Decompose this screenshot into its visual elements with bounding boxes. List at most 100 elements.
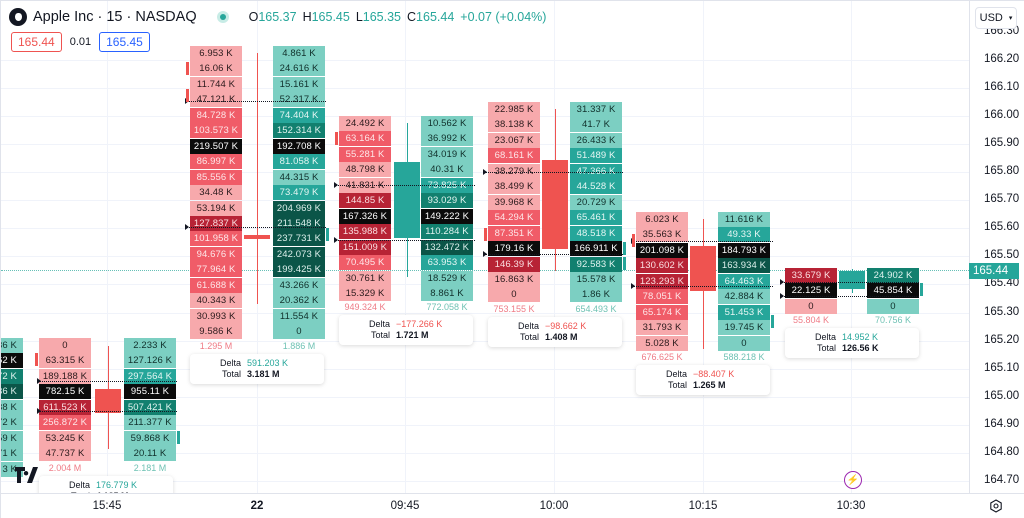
buy-volume-cell-partial: 72 K [1, 368, 23, 384]
value-area-line [336, 185, 475, 186]
candle-body[interactable] [839, 271, 865, 289]
candle-body[interactable] [690, 246, 716, 291]
chart-pane[interactable]: Apple Inc · 15 · NASDAQ O165.37 H165.45 … [1, 1, 969, 493]
sell-imbalance-marker [484, 228, 487, 241]
sell-volume-cell: 6.023 K [636, 212, 688, 227]
candle-body[interactable] [244, 235, 270, 239]
candle-body[interactable] [394, 162, 420, 238]
buy-imbalance-marker [623, 242, 626, 255]
grid-line [851, 1, 852, 493]
buy-volume-cell: 0 [718, 335, 770, 351]
buy-volume-cell: 74.404 K [273, 107, 325, 123]
sell-total: 2.004 M [48, 462, 82, 473]
price-tick: 165.40 [984, 277, 1020, 290]
delta-summary: Delta −98.662 K Total 1.408 M [488, 316, 622, 347]
buy-volume-cell: 149.222 K [421, 208, 473, 224]
buy-price-button[interactable]: 165.45 [99, 32, 150, 52]
open-label: O [248, 10, 259, 24]
value-area-line [633, 286, 773, 287]
tradingview-logo-icon[interactable] [15, 467, 41, 488]
buy-volume-cell: 42.884 K [718, 289, 770, 305]
price-tick: 165.20 [984, 333, 1020, 346]
grid-line [1, 116, 969, 118]
buy-imbalance-marker [771, 315, 774, 328]
time-label: 10:00 [539, 500, 569, 512]
buy-volume-cell: 52.317 K [273, 92, 325, 108]
value-area-line [485, 172, 623, 173]
buy-volume-cell: 166.911 K [570, 241, 622, 257]
buy-volume-cell: 31.337 K [570, 102, 622, 117]
delta-summary: Delta 176.779 K Total 4.185 M [39, 475, 173, 493]
currency-dropdown[interactable]: USD ▾ [975, 7, 1017, 29]
sell-volume-cell: 22.985 K [488, 102, 540, 117]
value-area-marker-icon [334, 182, 338, 188]
time-label: 22 [250, 500, 264, 512]
ohlc-values: O165.37 H165.45 L165.35 C165.44 +0.07 (+… [249, 10, 547, 24]
sell-price-button[interactable]: 165.44 [11, 32, 62, 52]
low-label: L [355, 10, 363, 24]
sell-volume-cell: 144.85 K [339, 193, 391, 209]
price-tick: 165.60 [984, 221, 1020, 234]
buy-imbalance-marker [920, 283, 923, 296]
delta-summary: Delta 14.952 K Total 126.56 K [785, 328, 919, 359]
price-tick: 165.30 [984, 305, 1020, 318]
currency-label: USD [979, 12, 1003, 24]
price-tick: 166.20 [984, 53, 1020, 66]
value-area-marker-icon [185, 224, 189, 230]
grid-line [1, 144, 969, 146]
sell-volume-cell: 6.953 K [190, 46, 242, 61]
time-label: 10:30 [836, 500, 866, 512]
buy-volume-cell: 44.315 K [273, 169, 325, 185]
sell-volume-cell: 87.351 K [488, 225, 540, 241]
price-tick: 165.10 [984, 361, 1020, 374]
price-tick: 165.70 [984, 193, 1020, 206]
value-area-line [782, 282, 919, 283]
sell-volume-cell: 61.688 K [190, 277, 242, 293]
delta-summary: Delta −177.266 K Total 1.721 M [339, 315, 473, 346]
buy-volume-cell: 51.453 K [718, 304, 770, 320]
value-area-marker-icon [780, 279, 784, 285]
buy-volume-cell: 15.161 K [273, 76, 325, 92]
sell-imbalance-marker [335, 132, 338, 145]
sell-volume-cell: 65.174 K [636, 304, 688, 320]
delta-value: −88.407 K [693, 369, 735, 380]
sell-volume-cell: 16.863 K [488, 271, 540, 287]
value-area-marker-icon [631, 283, 635, 289]
buy-volume-cell: 184.793 K [718, 242, 770, 258]
sell-volume-cell: 782.15 K [39, 384, 91, 400]
sell-volume-cell: 0 [785, 298, 837, 314]
grid-line [1, 200, 969, 202]
market-open-status-icon[interactable] [216, 11, 229, 23]
sell-volume-cell: 127.837 K [190, 215, 242, 231]
lightning-event-icon[interactable]: ⚡ [844, 471, 862, 489]
price-axis[interactable]: 166.30 166.20 166.10 166.00 165.90 165.80 165.… [969, 1, 1024, 493]
sell-volume-cell: 189.188 K [39, 368, 91, 384]
sell-volume-cell: 0 [488, 287, 540, 303]
buy-volume-cell: 2.233 K [124, 338, 176, 353]
candle-body[interactable] [95, 389, 121, 413]
settings-gear-icon[interactable] [989, 499, 1003, 513]
sell-imbalance-marker [632, 234, 635, 247]
total-value: 1.408 M [545, 331, 578, 342]
total-label: Total [370, 330, 390, 341]
delta-label: Delta [517, 320, 539, 331]
buy-volume-cell: 20.11 K [124, 446, 176, 462]
trade-buttons: 165.44 0.01 165.45 [11, 32, 150, 52]
sell-total: 55.804 K [792, 315, 830, 326]
candle-body[interactable] [542, 160, 568, 249]
symbol-title[interactable]: Apple Inc · 15 · NASDAQ [33, 9, 197, 25]
last-price-line [1, 270, 969, 271]
buy-volume-cell: 20.729 K [570, 194, 622, 210]
sell-volume-cell: 94.676 K [190, 246, 242, 262]
total-value: 1.265 M [693, 380, 726, 391]
sell-volume-cell: 39.968 K [488, 194, 540, 210]
grid-line [1, 284, 969, 286]
price-tick: 166.00 [984, 109, 1020, 122]
symbol-legend: Apple Inc · 15 · NASDAQ O165.37 H165.45 … [9, 8, 546, 26]
time-axis[interactable]: 15:45 22 09:45 10:00 10:15 10:30 [1, 493, 1024, 518]
sell-imbalance-marker [186, 89, 189, 102]
grid-line [1, 480, 969, 482]
buy-total: 588.218 K [723, 352, 765, 363]
buy-volume-cell: 24.616 K [273, 61, 325, 77]
